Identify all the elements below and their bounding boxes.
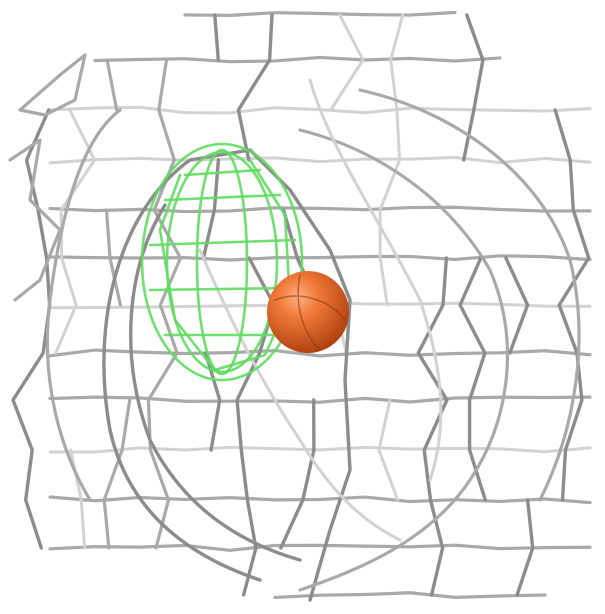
mesh-strand [298, 128, 510, 592]
mesh-strand [102, 58, 132, 550]
mesh-strand [146, 58, 183, 550]
mesh-strand [102, 158, 262, 582]
mesh-strand [93, 55, 502, 64]
mesh-strand [188, 148, 352, 602]
mesh-strand [196, 15, 220, 548]
mesh-strand [48, 155, 592, 165]
sphere [267, 271, 349, 353]
mesh-strand [45, 108, 122, 502]
mesh-strand [54, 108, 97, 550]
mesh-strand [11, 108, 52, 550]
mesh-strand [416, 256, 449, 597]
mesh-strand [273, 591, 547, 600]
mesh-strand [48, 348, 592, 358]
mesh-strand [8, 138, 62, 302]
green-mesh [140, 142, 304, 382]
mesh-strand [48, 445, 592, 454]
green-strand [140, 142, 304, 382]
mesh-strand [183, 10, 457, 17]
sphere-seam [274, 274, 346, 351]
mesh-strand [48, 543, 592, 552]
green-strand [165, 150, 279, 374]
mesh-strand [198, 248, 402, 542]
mesh-strand [48, 205, 592, 214]
mesh-strand [18, 53, 87, 117]
mesh-strand [358, 88, 581, 502]
mesh-strand [48, 395, 592, 404]
mesh-strand [48, 254, 592, 262]
mesh-strand [504, 256, 535, 597]
mesh-strand [308, 78, 443, 482]
mesh-strand [48, 495, 592, 505]
green-strand [158, 158, 292, 372]
cage-curves [8, 53, 581, 602]
green-strand [195, 148, 249, 376]
mesh-strand [129, 203, 302, 562]
green-strand [148, 168, 300, 337]
